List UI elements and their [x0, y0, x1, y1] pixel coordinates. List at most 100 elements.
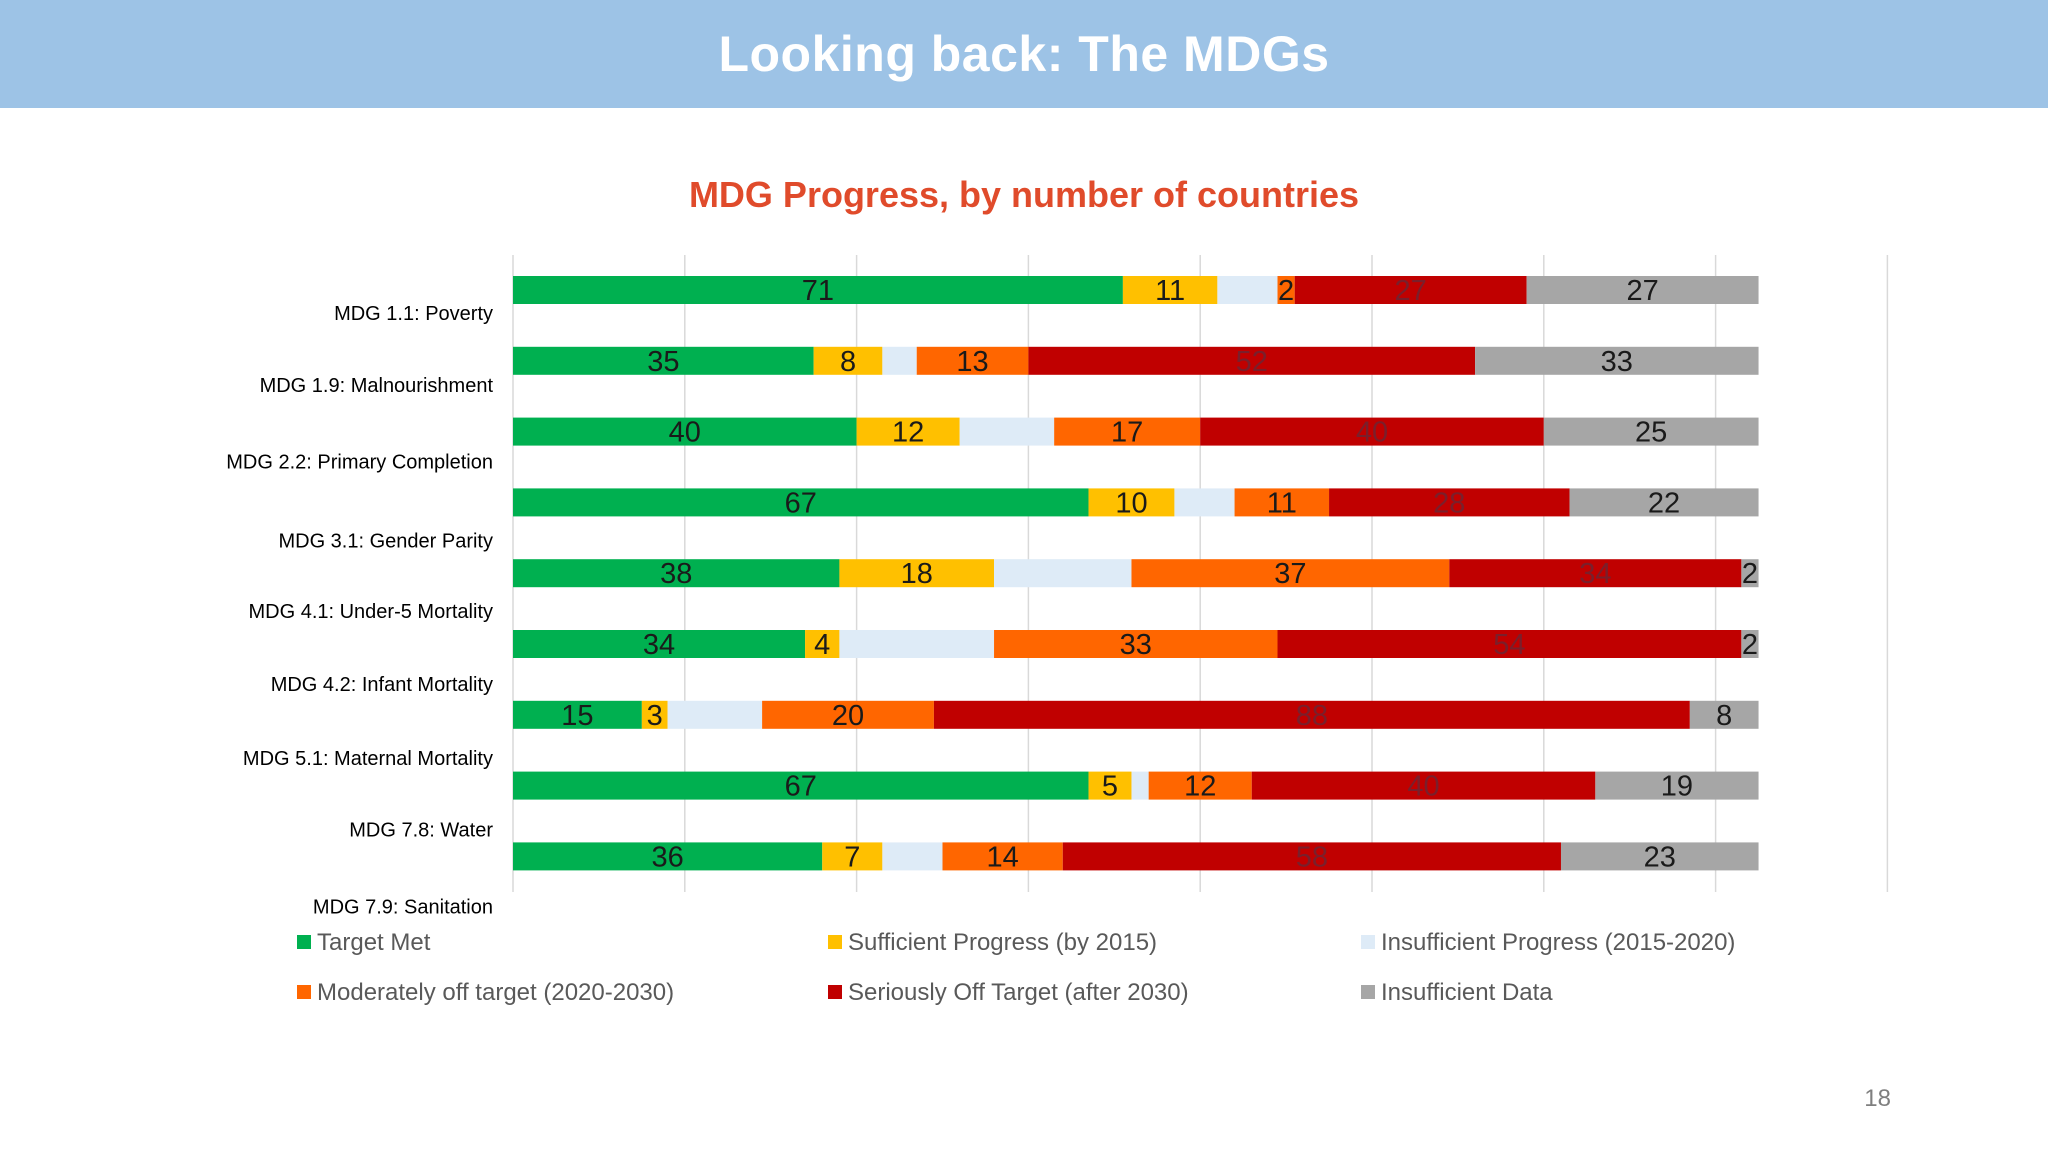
bar-segment — [1741, 559, 1759, 588]
bar-segment — [882, 346, 917, 375]
bar-segment — [513, 630, 806, 658]
data-label: 25 — [1635, 417, 1667, 449]
bar-segment — [1569, 488, 1759, 517]
category-label: MDG 2.2: Primary Completion — [226, 452, 493, 474]
bar-segment — [1148, 771, 1252, 800]
category-label: MDG 3.1: Gender Parity — [278, 530, 493, 552]
data-label: 8 — [1716, 700, 1732, 732]
bar-segment — [1277, 276, 1295, 304]
legend-swatch — [1361, 935, 1375, 949]
category-label: MDG 7.8: Water — [349, 820, 493, 842]
legend-label: Insufficient Progress (2015-2020) — [1381, 929, 1735, 956]
data-label: 2 — [1742, 629, 1758, 661]
bar-segment — [1234, 488, 1330, 517]
data-label: 27 — [1626, 275, 1658, 307]
bar-segment — [667, 700, 763, 729]
data-label: 12 — [892, 417, 924, 449]
data-label: 23 — [1644, 841, 1676, 873]
legend-label: Seriously Off Target (after 2030) — [848, 979, 1189, 1006]
data-label: 40 — [669, 417, 701, 449]
legend-swatch — [297, 985, 311, 999]
bar-segment — [942, 842, 1063, 871]
legend-swatch — [1361, 985, 1375, 999]
bar-segment — [513, 700, 642, 729]
data-label: 67 — [785, 771, 817, 803]
data-label: 37 — [1274, 558, 1306, 590]
legend-label: Target Met — [317, 929, 431, 956]
data-label: 28 — [1433, 487, 1465, 519]
bar-segment — [1449, 559, 1742, 588]
bar-segment — [1329, 488, 1570, 517]
slide-title: Looking back: The MDGs — [718, 26, 1330, 82]
data-label: 33 — [1120, 629, 1152, 661]
bar-segment — [1174, 488, 1235, 517]
bar-segment — [1595, 771, 1759, 800]
legend-swatch — [828, 935, 842, 949]
data-label: 71 — [802, 275, 834, 307]
data-label: 52 — [1236, 346, 1268, 378]
bar-segment — [805, 630, 840, 658]
data-label: 22 — [1648, 487, 1680, 519]
data-label: 88 — [1296, 700, 1328, 732]
bar-segment — [959, 417, 1055, 446]
data-label: 38 — [660, 558, 692, 590]
legend-label: Insufficient Data — [1381, 979, 1553, 1006]
legend-swatch — [297, 935, 311, 949]
category-label: MDG 4.1: Under-5 Mortality — [248, 601, 493, 623]
bar-segment — [513, 417, 857, 446]
bar-segment — [1543, 417, 1759, 446]
data-label: 17 — [1111, 417, 1143, 449]
bar-segment — [856, 417, 960, 446]
bar-segment — [513, 488, 1089, 517]
bar-segment — [933, 700, 1690, 729]
data-label: 11 — [1267, 487, 1297, 519]
data-label: 27 — [1395, 275, 1427, 307]
data-label: 2 — [1742, 558, 1758, 590]
data-label: 35 — [647, 346, 679, 378]
bar-segment — [1217, 276, 1278, 304]
bar-segment — [513, 276, 1123, 304]
data-label: 2 — [1278, 275, 1294, 307]
bar-segment — [994, 559, 1132, 588]
bar-segment — [1475, 346, 1759, 375]
bar-segment — [813, 346, 883, 375]
bar-segment — [641, 700, 668, 729]
category-label: MDG 7.9: Sanitation — [313, 896, 493, 918]
bar-segment — [1062, 842, 1561, 871]
legend-label: Sufficient Progress (by 2015) — [848, 929, 1157, 956]
bar-segment — [1294, 276, 1527, 304]
data-label: 5 — [1102, 771, 1118, 803]
bar-segment — [1088, 771, 1132, 800]
data-label: 19 — [1661, 771, 1693, 803]
bar-segment — [1741, 630, 1759, 658]
data-label: 34 — [643, 629, 675, 661]
category-label: MDG 1.9: Malnourishment — [260, 375, 494, 397]
bar-segment — [1028, 346, 1476, 375]
bar-segment — [1251, 771, 1596, 800]
page-number: 18 — [1864, 1085, 1891, 1112]
data-label: 4 — [814, 629, 830, 661]
data-label: 67 — [785, 487, 817, 519]
bar-segment — [822, 842, 883, 871]
category-label: MDG 4.2: Infant Mortality — [271, 674, 493, 696]
category-label: MDG 5.1: Maternal Mortality — [243, 748, 493, 770]
bar-segment — [1526, 276, 1759, 304]
bar-segment — [916, 346, 1029, 375]
bar-segment — [839, 630, 995, 658]
data-label: 14 — [986, 841, 1018, 873]
data-label: 20 — [832, 700, 864, 732]
data-label: 40 — [1356, 417, 1388, 449]
legend-swatch — [828, 985, 842, 999]
data-label: 34 — [1579, 558, 1611, 590]
bar-segment — [513, 771, 1089, 800]
bar-segment — [839, 559, 995, 588]
bar-segment — [1277, 630, 1742, 658]
bar-segment — [1131, 559, 1450, 588]
bar-segment — [1088, 488, 1175, 517]
data-label: 7 — [844, 841, 860, 873]
data-label: 8 — [840, 346, 856, 378]
bar-segment — [513, 842, 823, 871]
data-label: 54 — [1493, 629, 1525, 661]
